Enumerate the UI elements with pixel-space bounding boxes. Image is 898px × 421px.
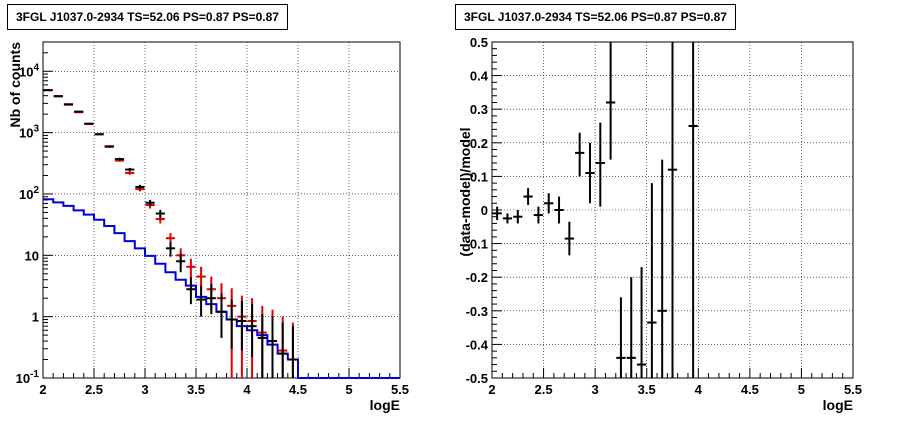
right-y-tick-label: -0.4 — [466, 337, 489, 352]
right-x-tick-label: 5 — [798, 382, 805, 397]
right-y-tick-label: -0.1 — [466, 237, 488, 252]
right-plot: 2 2.5 3 3.5 4 4.5 5 5.5 -0.5 -0.4 -0.3 -0.2 -0.1 0 0.1… — [457, 35, 862, 413]
left-y-tick-label: 1 — [32, 310, 39, 325]
left-y-tick-label: 104 — [19, 62, 39, 79]
left-x-tick-label: 3 — [141, 382, 148, 397]
left-x-tick-label: 5 — [345, 382, 352, 397]
left-x-tick-label: 2.5 — [85, 382, 103, 397]
left-x-tick-label: 4 — [243, 382, 251, 397]
left-y-tick-label: 10 — [25, 248, 39, 263]
right-x-tick-label: 2 — [488, 382, 495, 397]
right-x-tick-label: 5.5 — [844, 382, 862, 397]
right-y-tick-label: 0 — [481, 203, 488, 218]
right-x-tick-label: 3.5 — [638, 382, 656, 397]
left-x-tick-label: 3.5 — [187, 382, 205, 397]
right-y-tick-label: 0.4 — [470, 69, 489, 84]
left-plot: 2 2.5 3 3.5 4 4.5 5 5.5 10-1 1 10 102 103 104 logE Nb o… — [7, 41, 409, 413]
left-y-axis-title: Nb of counts — [7, 42, 23, 128]
left-chart-title: 3FGL J1037.0-2934 TS=52.06 PS=0.87 PS=0.… — [7, 4, 288, 30]
left-y-tick-label: 10-1 — [16, 369, 40, 386]
left-x-tick-label: 2 — [39, 382, 46, 397]
right-x-tick-label: 3 — [592, 382, 599, 397]
left-x-tick-label: 4.5 — [289, 382, 307, 397]
left-plot-frame — [42, 41, 401, 379]
right-chart-title: 3FGL J1037.0-2934 TS=52.06 PS=0.87 PS=0.… — [455, 4, 736, 30]
right-y-tick-label: -0.2 — [466, 270, 488, 285]
right-y-tick-label: 0.2 — [470, 136, 488, 151]
right-y-tick-label: -0.5 — [466, 371, 488, 386]
left-x-axis-title: logE — [370, 397, 400, 413]
right-y-tick-label: -0.3 — [466, 304, 488, 319]
left-x-tick-label: 5.5 — [391, 382, 409, 397]
right-x-tick-label: 4.5 — [741, 382, 759, 397]
right-y-tick-label: 0.5 — [470, 35, 488, 50]
right-y-tick-label: 0.3 — [470, 102, 488, 117]
right-x-tick-label: 4 — [695, 382, 703, 397]
left-y-tick-label: 103 — [19, 124, 39, 141]
right-x-axis-title: logE — [823, 397, 853, 413]
right-y-axis-title: (data-model)/model — [457, 127, 473, 256]
right-x-tick-label: 2.5 — [535, 382, 553, 397]
left-y-tick-label: 102 — [19, 185, 39, 202]
right-y-tick-label: 0.1 — [470, 169, 488, 184]
